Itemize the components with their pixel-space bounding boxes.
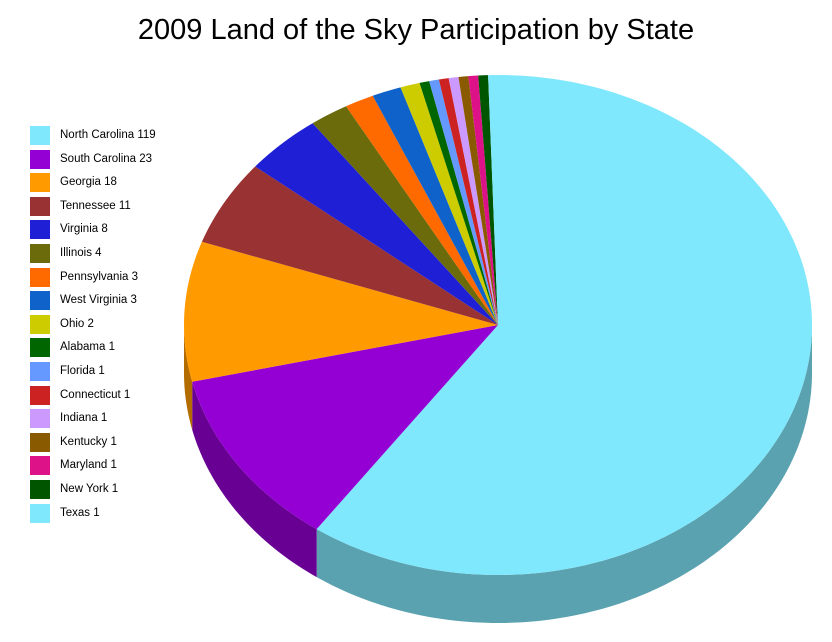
legend-item: Tennessee 11 [30, 196, 200, 221]
legend-label: Tennessee 11 [60, 199, 131, 212]
legend-item: Texas 1 [30, 503, 200, 528]
legend-swatch [30, 361, 50, 381]
legend-swatch [30, 126, 50, 145]
legend-label: Pennsylvania 3 [60, 270, 138, 283]
legend-label: Georgia 18 [60, 176, 117, 189]
legend-item: North Carolina 119 [30, 126, 200, 150]
pie-slice [184, 241, 498, 382]
pie-slice [316, 75, 812, 575]
legend: North Carolina 119 South Carolina 23 Georg… [30, 126, 200, 527]
legend-label: Indiana 1 [60, 412, 108, 425]
legend-label: North Carolina 119 [60, 129, 156, 141]
legend-label: Florida 1 [60, 364, 105, 377]
pie-slice [192, 325, 498, 530]
legend-item: West Virginia 3 [30, 291, 200, 315]
legend-item: Alabama 1 [30, 338, 200, 362]
legend-swatch [30, 456, 50, 476]
pie-slice-side [184, 325, 193, 430]
pie-slice-side [316, 325, 812, 623]
legend-item: Ohio 2 [30, 314, 200, 339]
pie-slice [488, 75, 498, 325]
legend-label: Ohio 2 [60, 317, 94, 330]
legend-swatch [30, 196, 50, 216]
pie-slice [468, 75, 498, 325]
legend-label: Kentucky 1 [60, 435, 117, 448]
legend-swatch [30, 291, 50, 311]
pie-slice [429, 79, 498, 325]
legend-item: Georgia 18 [30, 173, 200, 197]
pie-slice [255, 123, 498, 326]
chart-title: 2009 Land of the Sky Participation by St… [137, 14, 695, 46]
pie-slice-side [192, 381, 317, 578]
legend-swatch [30, 479, 50, 499]
legend-item: Maryland 1 [30, 456, 200, 480]
legend-item: Virginia 8 [30, 220, 200, 244]
pie-slice [438, 78, 498, 325]
legend-item: Illinois 4 [30, 243, 200, 268]
legend-item: Indiana 1 [30, 409, 200, 433]
legend-swatch [30, 314, 50, 334]
pie-slice [346, 95, 498, 326]
legend-item: Florida 1 [30, 361, 200, 386]
legend-swatch [30, 503, 50, 523]
legend-swatch [30, 173, 50, 193]
legend-item: Kentucky 1 [30, 432, 200, 457]
pie-slice [419, 81, 498, 325]
legend-swatch [30, 243, 50, 263]
legend-swatch [30, 409, 50, 429]
legend-label: West Virginia 3 [60, 294, 137, 307]
legend-label: Connecticut 1 [60, 388, 131, 401]
legend-swatch [30, 338, 50, 358]
legend-swatch [30, 149, 50, 169]
legend-swatch [30, 432, 50, 452]
pie-slice [201, 166, 498, 325]
legend-label: South Carolina 23 [60, 152, 153, 165]
pie-slice [312, 106, 498, 325]
pie-slice [448, 76, 498, 326]
legend-label: New York 1 [60, 482, 119, 495]
pie-slice [458, 76, 498, 326]
legend-item: South Carolina 23 [30, 149, 200, 174]
legend-label: Illinois 4 [60, 246, 102, 259]
pie-slice [478, 75, 498, 326]
legend-swatch [30, 385, 50, 405]
legend-item: New York 1 [30, 479, 200, 504]
legend-swatch [30, 267, 50, 287]
legend-item: Connecticut 1 [30, 385, 200, 410]
pie-slice [372, 87, 498, 325]
legend-swatch [30, 220, 50, 240]
legend-label: Maryland 1 [60, 459, 117, 472]
legend-label: Alabama 1 [60, 341, 115, 354]
legend-item: Pennsylvania 3 [30, 267, 200, 292]
legend-label: Virginia 8 [60, 223, 108, 236]
pie-slice [400, 82, 498, 326]
legend-label: Texas 1 [60, 506, 100, 519]
